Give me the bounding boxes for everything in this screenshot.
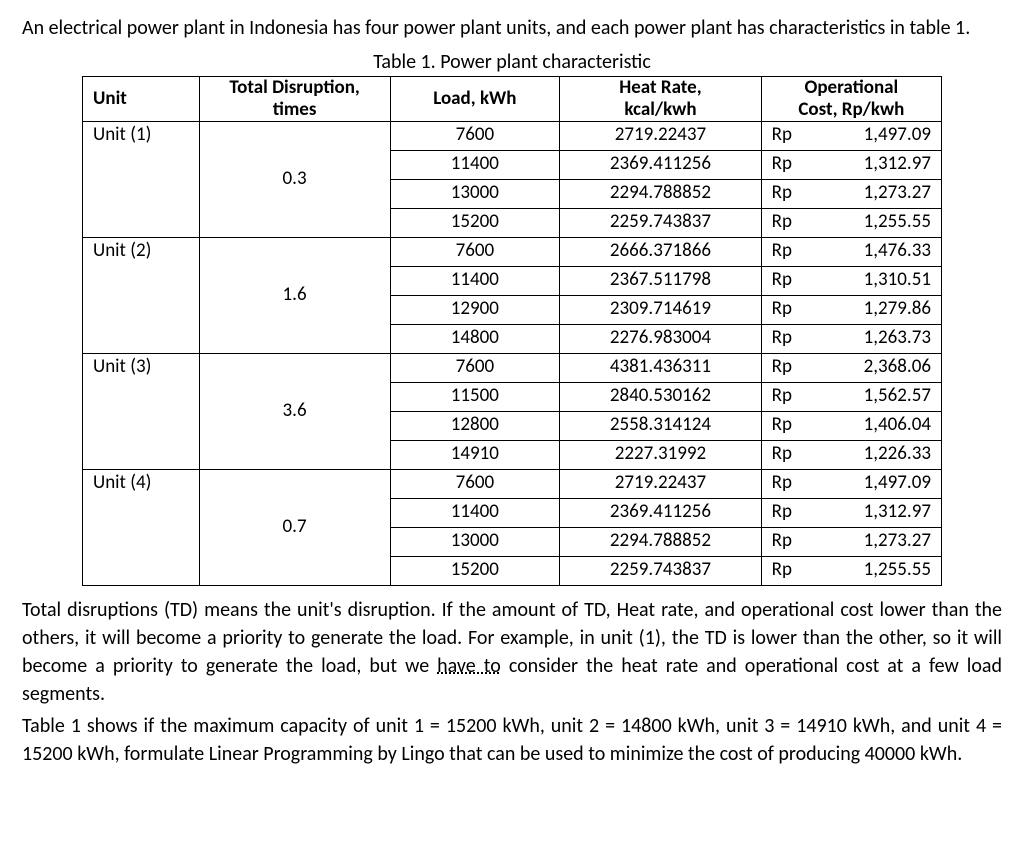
cell-heat-rate: 2558.314124 — [560, 411, 761, 440]
cell-cost-currency: Rp — [761, 440, 819, 469]
outro-paragraph-2: Table 1 shows if the maximum capacity of… — [22, 712, 1002, 768]
cell-load: 7600 — [390, 353, 560, 382]
cell-cost-value: 1,497.09 — [819, 469, 941, 498]
cell-unit-name: Unit (1) — [83, 121, 200, 237]
cell-cost-currency: Rp — [761, 411, 819, 440]
cell-heat-rate: 2369.411256 — [560, 150, 761, 179]
cell-unit-name: Unit (3) — [83, 353, 200, 469]
cell-cost-currency: Rp — [761, 556, 819, 585]
cell-total-disruption: 0.7 — [199, 469, 390, 585]
cell-heat-rate: 2719.22437 — [560, 469, 761, 498]
cell-heat-rate: 2227.31992 — [560, 440, 761, 469]
cell-cost-value: 2,368.06 — [819, 353, 941, 382]
cell-heat-rate: 2666.371866 — [560, 237, 761, 266]
cell-cost-currency: Rp — [761, 498, 819, 527]
characteristic-table: Unit Total Disruption, times Load, kWh H… — [82, 76, 942, 586]
table-body: Unit (1)0.376002719.22437Rp1,497.0911400… — [83, 121, 942, 585]
cell-heat-rate: 2719.22437 — [560, 121, 761, 150]
cell-cost-value: 1,273.27 — [819, 179, 941, 208]
cell-cost-currency: Rp — [761, 382, 819, 411]
cell-cost-value: 1,310.51 — [819, 266, 941, 295]
cell-heat-rate: 2276.983004 — [560, 324, 761, 353]
table-row: Unit (4)0.776002719.22437Rp1,497.09 — [83, 469, 942, 498]
cell-total-disruption: 0.3 — [199, 121, 390, 237]
cell-cost-currency: Rp — [761, 266, 819, 295]
cell-load: 13000 — [390, 527, 560, 556]
header-cost-line1: Operational — [770, 77, 933, 99]
cell-cost-currency: Rp — [761, 527, 819, 556]
cell-cost-value: 1,312.97 — [819, 150, 941, 179]
table-title: Table 1. Power plant characteristic — [22, 48, 1002, 76]
cell-cost-currency: Rp — [761, 179, 819, 208]
cell-cost-currency: Rp — [761, 295, 819, 324]
header-heat: Heat Rate, kcal/kwh — [560, 77, 761, 122]
cell-cost-value: 1,497.09 — [819, 121, 941, 150]
cell-heat-rate: 2259.743837 — [560, 208, 761, 237]
header-unit: Unit — [83, 77, 200, 122]
cell-load: 11400 — [390, 150, 560, 179]
cell-cost-currency: Rp — [761, 353, 819, 382]
cell-heat-rate: 2294.788852 — [560, 527, 761, 556]
cell-load: 7600 — [390, 469, 560, 498]
cell-load: 7600 — [390, 237, 560, 266]
cell-total-disruption: 1.6 — [199, 237, 390, 353]
cell-cost-currency: Rp — [761, 324, 819, 353]
cell-heat-rate: 2309.714619 — [560, 295, 761, 324]
cell-cost-currency: Rp — [761, 237, 819, 266]
header-cost-line2: Cost, Rp/kwh — [770, 99, 933, 121]
cell-cost-value: 1,273.27 — [819, 527, 941, 556]
header-heat-line1: Heat Rate, — [568, 77, 752, 99]
cell-load: 11500 — [390, 382, 560, 411]
outro-paragraph-1: Total disruptions (TD) means the unit's … — [22, 596, 1002, 708]
cell-heat-rate: 2367.511798 — [560, 266, 761, 295]
cell-heat-rate: 4381.436311 — [560, 353, 761, 382]
cell-cost-value: 1,226.33 — [819, 440, 941, 469]
cell-cost-value: 1,279.86 — [819, 295, 941, 324]
header-td-line2: times — [208, 99, 382, 121]
cell-cost-currency: Rp — [761, 469, 819, 498]
cell-load: 13000 — [390, 179, 560, 208]
cell-load: 12800 — [390, 411, 560, 440]
cell-unit-name: Unit (2) — [83, 237, 200, 353]
cell-load: 15200 — [390, 556, 560, 585]
cell-unit-name: Unit (4) — [83, 469, 200, 585]
cell-load: 14800 — [390, 324, 560, 353]
table-header-row: Unit Total Disruption, times Load, kWh H… — [83, 77, 942, 122]
table-row: Unit (2)1.676002666.371866Rp1,476.33 — [83, 237, 942, 266]
cell-cost-value: 1,562.57 — [819, 382, 941, 411]
header-td: Total Disruption, times — [199, 77, 390, 122]
header-cost: Operational Cost, Rp/kwh — [761, 77, 941, 122]
cell-load: 14910 — [390, 440, 560, 469]
header-td-line1: Total Disruption, — [208, 77, 382, 99]
header-load: Load, kWh — [390, 77, 560, 122]
table-row: Unit (1)0.376002719.22437Rp1,497.09 — [83, 121, 942, 150]
cell-load: 11400 — [390, 498, 560, 527]
header-heat-line2: kcal/kwh — [568, 99, 752, 121]
cell-cost-value: 1,255.55 — [819, 208, 941, 237]
cell-heat-rate: 2259.743837 — [560, 556, 761, 585]
cell-heat-rate: 2294.788852 — [560, 179, 761, 208]
cell-heat-rate: 2369.411256 — [560, 498, 761, 527]
cell-cost-value: 1,263.73 — [819, 324, 941, 353]
cell-load: 11400 — [390, 266, 560, 295]
table-row: Unit (3)3.676004381.436311Rp2,368.06 — [83, 353, 942, 382]
cell-cost-currency: Rp — [761, 208, 819, 237]
outro-p1-dotted: have to — [437, 654, 501, 678]
cell-cost-currency: Rp — [761, 121, 819, 150]
cell-cost-value: 1,255.55 — [819, 556, 941, 585]
cell-cost-value: 1,312.97 — [819, 498, 941, 527]
intro-paragraph: An electrical power plant in Indonesia h… — [22, 14, 1002, 42]
cell-cost-value: 1,476.33 — [819, 237, 941, 266]
cell-total-disruption: 3.6 — [199, 353, 390, 469]
cell-load: 15200 — [390, 208, 560, 237]
cell-load: 7600 — [390, 121, 560, 150]
cell-cost-value: 1,406.04 — [819, 411, 941, 440]
cell-heat-rate: 2840.530162 — [560, 382, 761, 411]
cell-cost-currency: Rp — [761, 150, 819, 179]
cell-load: 12900 — [390, 295, 560, 324]
